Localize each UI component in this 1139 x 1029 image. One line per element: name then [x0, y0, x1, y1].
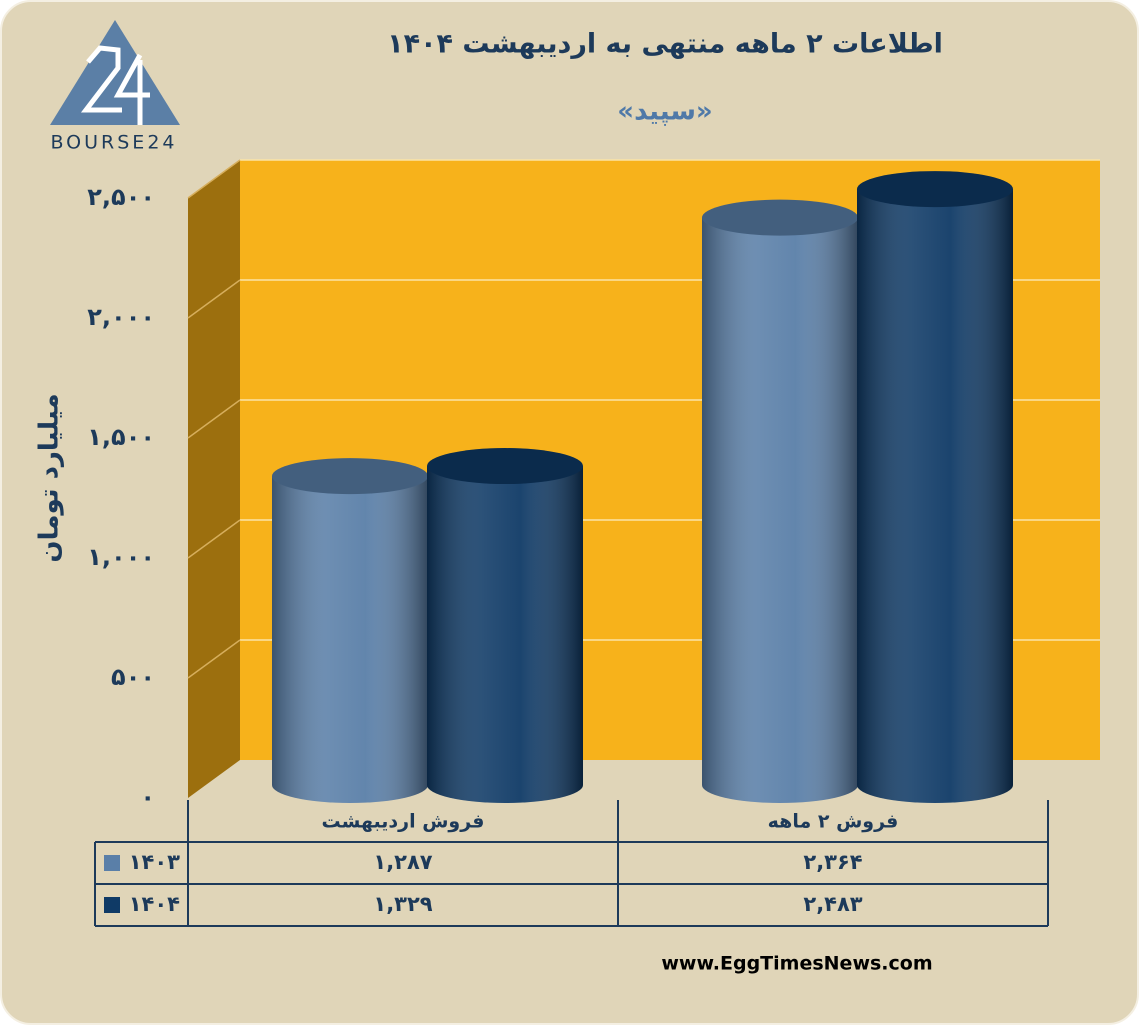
legend-label: ۱۴۰۳	[129, 850, 180, 874]
grid-line-side	[187, 399, 241, 439]
x-tick-label: فروش ۲ ماهه	[768, 811, 899, 833]
chart-title: اطلاعات ۲ ماهه منتهی به اردیبهشت ۱۴۰۴	[387, 29, 943, 60]
data-table	[94, 800, 1049, 927]
bar-top	[427, 448, 583, 485]
bar-top-shade	[272, 458, 428, 495]
side-wall	[188, 160, 240, 798]
bar-top-shade	[702, 199, 858, 236]
table-value: ۲,۳۶۴	[803, 850, 862, 874]
bar-shade	[427, 466, 583, 803]
y-axis-label: میلیارد تومان	[35, 393, 65, 562]
legend-label: ۱۴۰۴	[129, 892, 180, 916]
bar-shade	[857, 189, 1013, 803]
chart-subtitle: «سپید»	[617, 97, 712, 127]
y-tick-label: ۲,۵۰۰	[87, 183, 155, 211]
bar-top-shade	[857, 171, 1013, 208]
y-tick-label: ۱,۵۰۰	[87, 423, 155, 451]
y-tick-label: ۰	[140, 783, 155, 811]
legend-swatch	[104, 855, 120, 871]
bar-top	[857, 171, 1013, 208]
table-value: ۲,۴۸۳	[803, 892, 862, 916]
y-tick-label: ۱,۰۰۰	[87, 543, 155, 571]
bar-shade	[272, 476, 428, 803]
bar-top-shade	[427, 448, 583, 485]
bar-shade	[702, 217, 858, 803]
grid-line-side	[187, 159, 241, 199]
logo-mark	[50, 20, 180, 125]
grid-line-side	[187, 519, 241, 559]
bar-top	[272, 458, 428, 495]
footer: www.EggTimesNews.com	[661, 953, 932, 975]
table-value: ۱,۲۸۷	[373, 850, 432, 874]
logo-text: BOURSE24	[50, 132, 177, 154]
bar-top	[702, 199, 858, 236]
legend-swatch	[104, 897, 120, 913]
y-tick-label: ۵۰۰	[111, 663, 155, 691]
grid-line-side	[187, 639, 241, 679]
table-value: ۱,۳۲۹	[373, 892, 432, 916]
y-tick-label: ۲,۰۰۰	[87, 303, 155, 331]
grid-line-side	[187, 279, 241, 319]
x-tick-label: فروش اردیبهشت	[322, 811, 485, 833]
